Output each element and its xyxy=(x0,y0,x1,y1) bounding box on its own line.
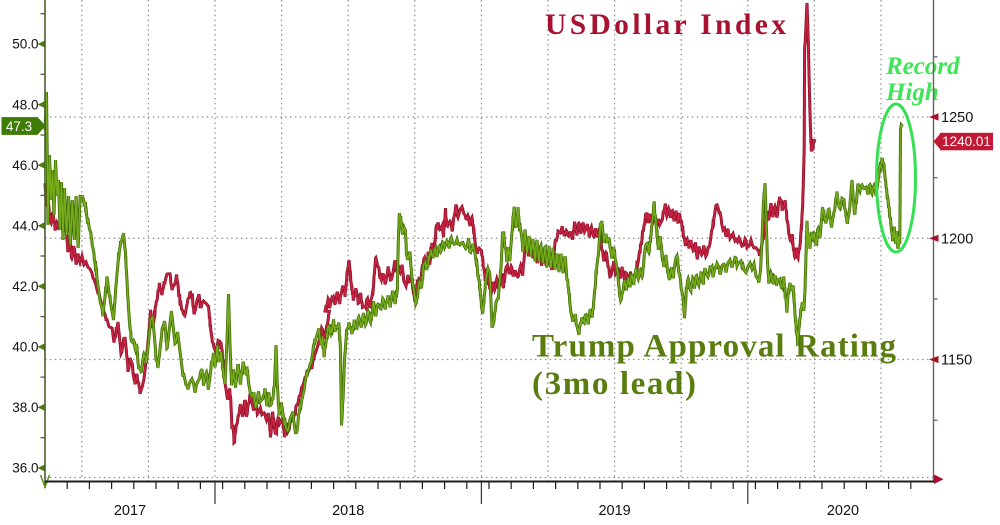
svg-text:(3mo lead): (3mo lead) xyxy=(532,366,696,402)
svg-text:40.0: 40.0 xyxy=(12,340,38,355)
svg-text:1250: 1250 xyxy=(941,110,973,126)
svg-text:Record: Record xyxy=(885,53,960,80)
svg-text:2019: 2019 xyxy=(598,503,630,519)
svg-text:2018: 2018 xyxy=(332,503,364,519)
svg-text:44.0: 44.0 xyxy=(12,218,38,233)
svg-text:36.0: 36.0 xyxy=(12,461,38,476)
svg-text:USDollar Index: USDollar Index xyxy=(545,9,786,41)
svg-text:2017: 2017 xyxy=(114,503,146,519)
svg-text:47.3: 47.3 xyxy=(6,119,32,134)
svg-text:50.0: 50.0 xyxy=(12,37,38,52)
svg-text:Trump Approval Rating: Trump Approval Rating xyxy=(532,329,897,365)
svg-text:38.0: 38.0 xyxy=(12,400,38,415)
svg-text:1240.01: 1240.01 xyxy=(942,134,991,149)
svg-text:1200: 1200 xyxy=(941,231,973,247)
svg-text:2020: 2020 xyxy=(827,503,859,519)
svg-text:46.0: 46.0 xyxy=(12,158,38,173)
svg-text:48.0: 48.0 xyxy=(12,97,38,112)
svg-text:42.0: 42.0 xyxy=(12,279,38,294)
svg-text:High: High xyxy=(885,79,939,106)
svg-text:1150: 1150 xyxy=(941,353,972,369)
